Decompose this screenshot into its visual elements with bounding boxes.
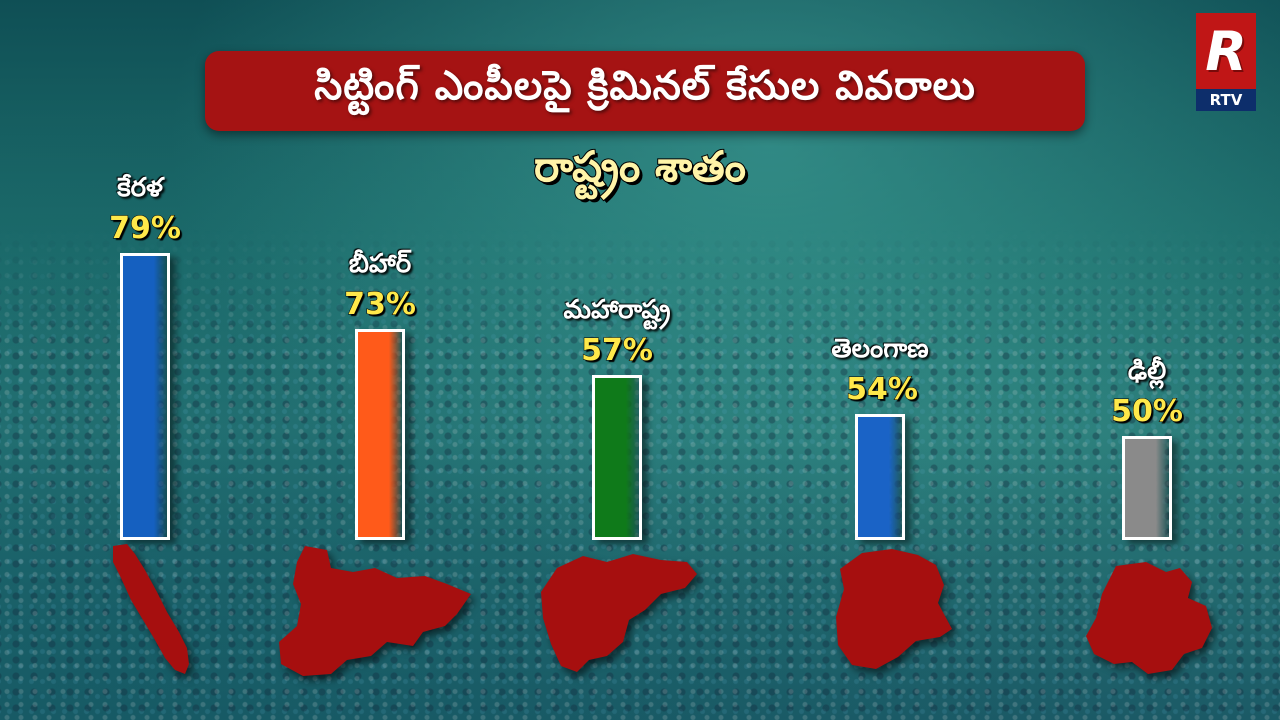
bar-value-label: 73%	[344, 287, 417, 323]
kerala-map-icon	[113, 544, 189, 674]
telangana-map-icon	[836, 549, 952, 669]
rtv-logo: R RTV	[1196, 13, 1256, 111]
bar	[120, 253, 170, 540]
bar-category-label: కేరళ	[117, 173, 163, 203]
bar-value-label: 54%	[846, 372, 919, 408]
bar-category-label: తెలంగాణ	[831, 334, 929, 364]
title-banner: సిట్టింగ్ ఎంపీలపై క్రిమినల్ కేసుల వివరాల…	[205, 51, 1085, 131]
bar-category-label: మహారాష్ట్ర	[563, 295, 671, 325]
bar-category-label: బీహార్	[348, 249, 412, 279]
rtv-logo-mark: R	[1196, 13, 1256, 89]
bar	[355, 329, 405, 540]
bar-value-label: 79%	[109, 211, 182, 247]
rtv-logo-text: RTV	[1196, 89, 1256, 111]
chart-title: సిట్టింగ్ ఎంపీలపై క్రిమినల్ కేసుల వివరాల…	[314, 63, 976, 109]
maharashtra-map-icon	[541, 554, 697, 672]
chart-subtitle: రాష్ట్రం శాతం	[533, 141, 747, 192]
bar	[592, 375, 642, 540]
bihar-map-icon	[279, 546, 471, 676]
bar-value-label: 50%	[1111, 394, 1184, 430]
bar-value-label: 57%	[581, 333, 654, 369]
bar-category-label: ఢిల్లీ	[1127, 356, 1167, 386]
bar	[855, 414, 905, 540]
bar	[1122, 436, 1172, 540]
delhi-map-icon	[1086, 562, 1212, 674]
